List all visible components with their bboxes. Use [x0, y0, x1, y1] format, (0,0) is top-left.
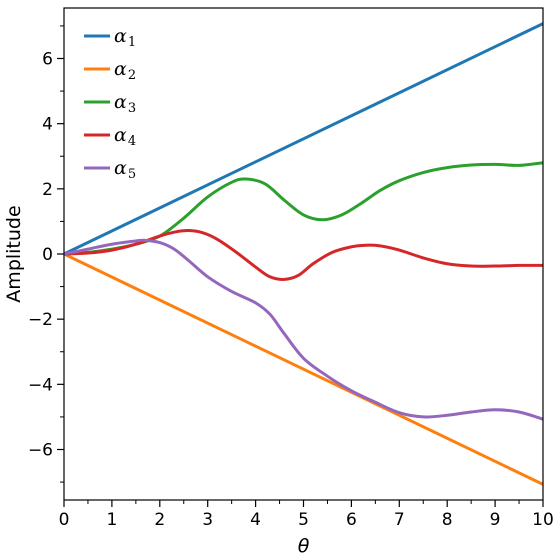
- y-tick-label: 0: [42, 245, 53, 265]
- series-line-2: [63, 252, 544, 486]
- y-tick-label: 4: [42, 115, 53, 135]
- x-tick-label: 1: [106, 510, 117, 530]
- x-tick-label: 5: [298, 510, 309, 530]
- y-tick-label: 2: [42, 180, 53, 200]
- x-tick-label: 9: [490, 510, 501, 530]
- x-tick-label: 3: [202, 510, 213, 530]
- x-tick-label: 6: [346, 510, 357, 530]
- x-tick-label: 7: [394, 510, 405, 530]
- x-axis-label: θ: [298, 535, 310, 557]
- ticks-layer: 0 1 2 3 4 5 6 7 8 9 10 −6 −4 −2 0 2 4 6: [28, 25, 554, 530]
- x-tick-label: 4: [250, 510, 261, 530]
- x-tick-label: 2: [154, 510, 165, 530]
- series-line-4: [63, 229, 544, 281]
- x-tick-label: 8: [442, 510, 453, 530]
- y-tick-label: −6: [28, 440, 53, 460]
- series-line-5: [63, 238, 544, 421]
- y-axis-label: Amplitude: [3, 205, 25, 302]
- series-line-1: [63, 22, 544, 256]
- y-tick-label: 6: [42, 50, 53, 70]
- y-tick-label: −4: [28, 375, 53, 395]
- y-tick-label: −2: [28, 310, 53, 330]
- series-layer: [63, 22, 544, 486]
- x-tick-label: 10: [532, 510, 554, 530]
- x-tick-label: 0: [59, 510, 70, 530]
